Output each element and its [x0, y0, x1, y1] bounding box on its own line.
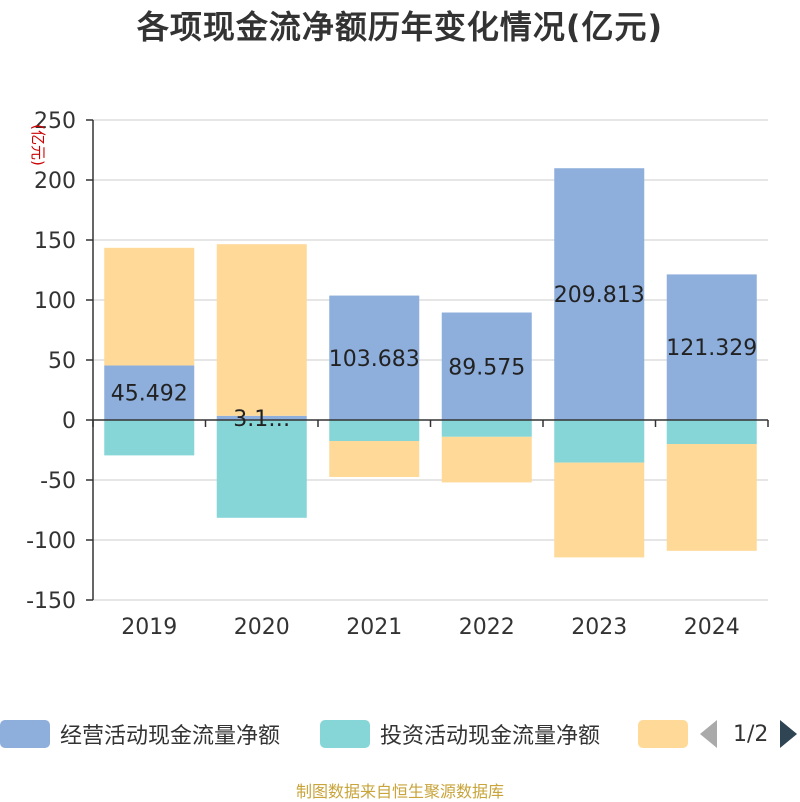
x-tick-label: 2019	[121, 615, 177, 640]
legend-item-investing[interactable]: 投资活动现金流量净额	[320, 716, 600, 752]
legend-prev-page-icon[interactable]	[700, 720, 717, 748]
y-tick-label: -150	[26, 589, 76, 614]
x-tick-label: 2020	[234, 615, 290, 640]
x-tick-label: 2023	[571, 615, 627, 640]
chart-title: 各项现金流净额历年变化情况(亿元)	[136, 8, 664, 46]
financing-cashflow-bar	[554, 462, 645, 558]
investing-cashflow-bar	[666, 420, 757, 444]
data-label: 103.683	[329, 347, 420, 372]
data-label: 209.813	[554, 283, 645, 308]
legend-item-operating[interactable]: 经营活动现金流量净额	[0, 716, 280, 752]
y-tick-label: 150	[34, 229, 76, 254]
legend-swatch-investing	[320, 720, 370, 748]
investing-cashflow-bar	[104, 420, 195, 456]
financing-cashflow-bar	[666, 444, 757, 551]
y-axis-unit-label: (亿元)	[29, 124, 47, 166]
data-label: 3.1…	[233, 407, 290, 432]
operating-cashflow-bar	[104, 365, 195, 420]
y-tick-label: 200	[34, 169, 76, 194]
investing-cashflow-bar	[441, 420, 532, 437]
y-tick-label: -100	[26, 529, 76, 554]
investing-cashflow-bar	[216, 420, 307, 518]
x-tick-label: 2022	[459, 615, 515, 640]
legend-item-financing[interactable]	[638, 716, 688, 752]
x-tick-label: 2024	[684, 615, 740, 640]
legend-swatch-financing	[638, 720, 688, 748]
y-tick-label: -50	[40, 469, 76, 494]
legend-label-operating: 经营活动现金流量净额	[60, 724, 281, 749]
y-tick-label: 100	[34, 289, 76, 314]
axes	[86, 119, 769, 601]
financing-cashflow-bar	[441, 436, 532, 483]
y-tick-label: 0	[62, 409, 76, 434]
financing-cashflow-bar	[329, 441, 420, 477]
legend-swatch-operating	[0, 720, 50, 748]
data-label: 89.575	[448, 355, 525, 380]
data-label: 45.492	[111, 382, 188, 407]
legend-page-indicator: 1/2	[733, 721, 769, 747]
financing-cashflow-bar	[216, 244, 307, 416]
y-tick-label: 250	[34, 109, 76, 134]
data-label: 121.329	[666, 336, 757, 361]
legend-next-page-icon[interactable]	[780, 720, 798, 748]
investing-cashflow-bar	[554, 420, 645, 463]
legend-label-investing: 投资活动现金流量净额	[380, 724, 601, 749]
operating-cashflow-bar	[329, 295, 420, 420]
investing-cashflow-bar	[329, 420, 420, 441]
y-tick-label: 50	[48, 349, 76, 374]
x-tick-labels: 2019 2020 2021 2022 2023 2024	[121, 615, 740, 640]
operating-cashflow-bar	[216, 415, 307, 420]
data-labels: 45.492 3.1… 103.683 89.575 209.813 121.329	[111, 283, 757, 432]
y-tick-labels: 250 200 150 100 50 0 -50 -100 -150	[26, 109, 76, 614]
operating-cashflow-bar	[441, 312, 532, 420]
x-tick-label: 2021	[346, 615, 402, 640]
source-footer: 制图数据来自恒生聚源数据库	[295, 782, 504, 801]
financing-cashflow-bar	[104, 247, 195, 366]
bars	[104, 168, 757, 558]
operating-cashflow-bar	[666, 274, 757, 420]
operating-cashflow-bar	[554, 168, 645, 420]
legend-pager: 1/2	[700, 716, 798, 752]
legend: 经营活动现金流量净额 投资活动现金流量净额 1/2	[0, 716, 800, 752]
